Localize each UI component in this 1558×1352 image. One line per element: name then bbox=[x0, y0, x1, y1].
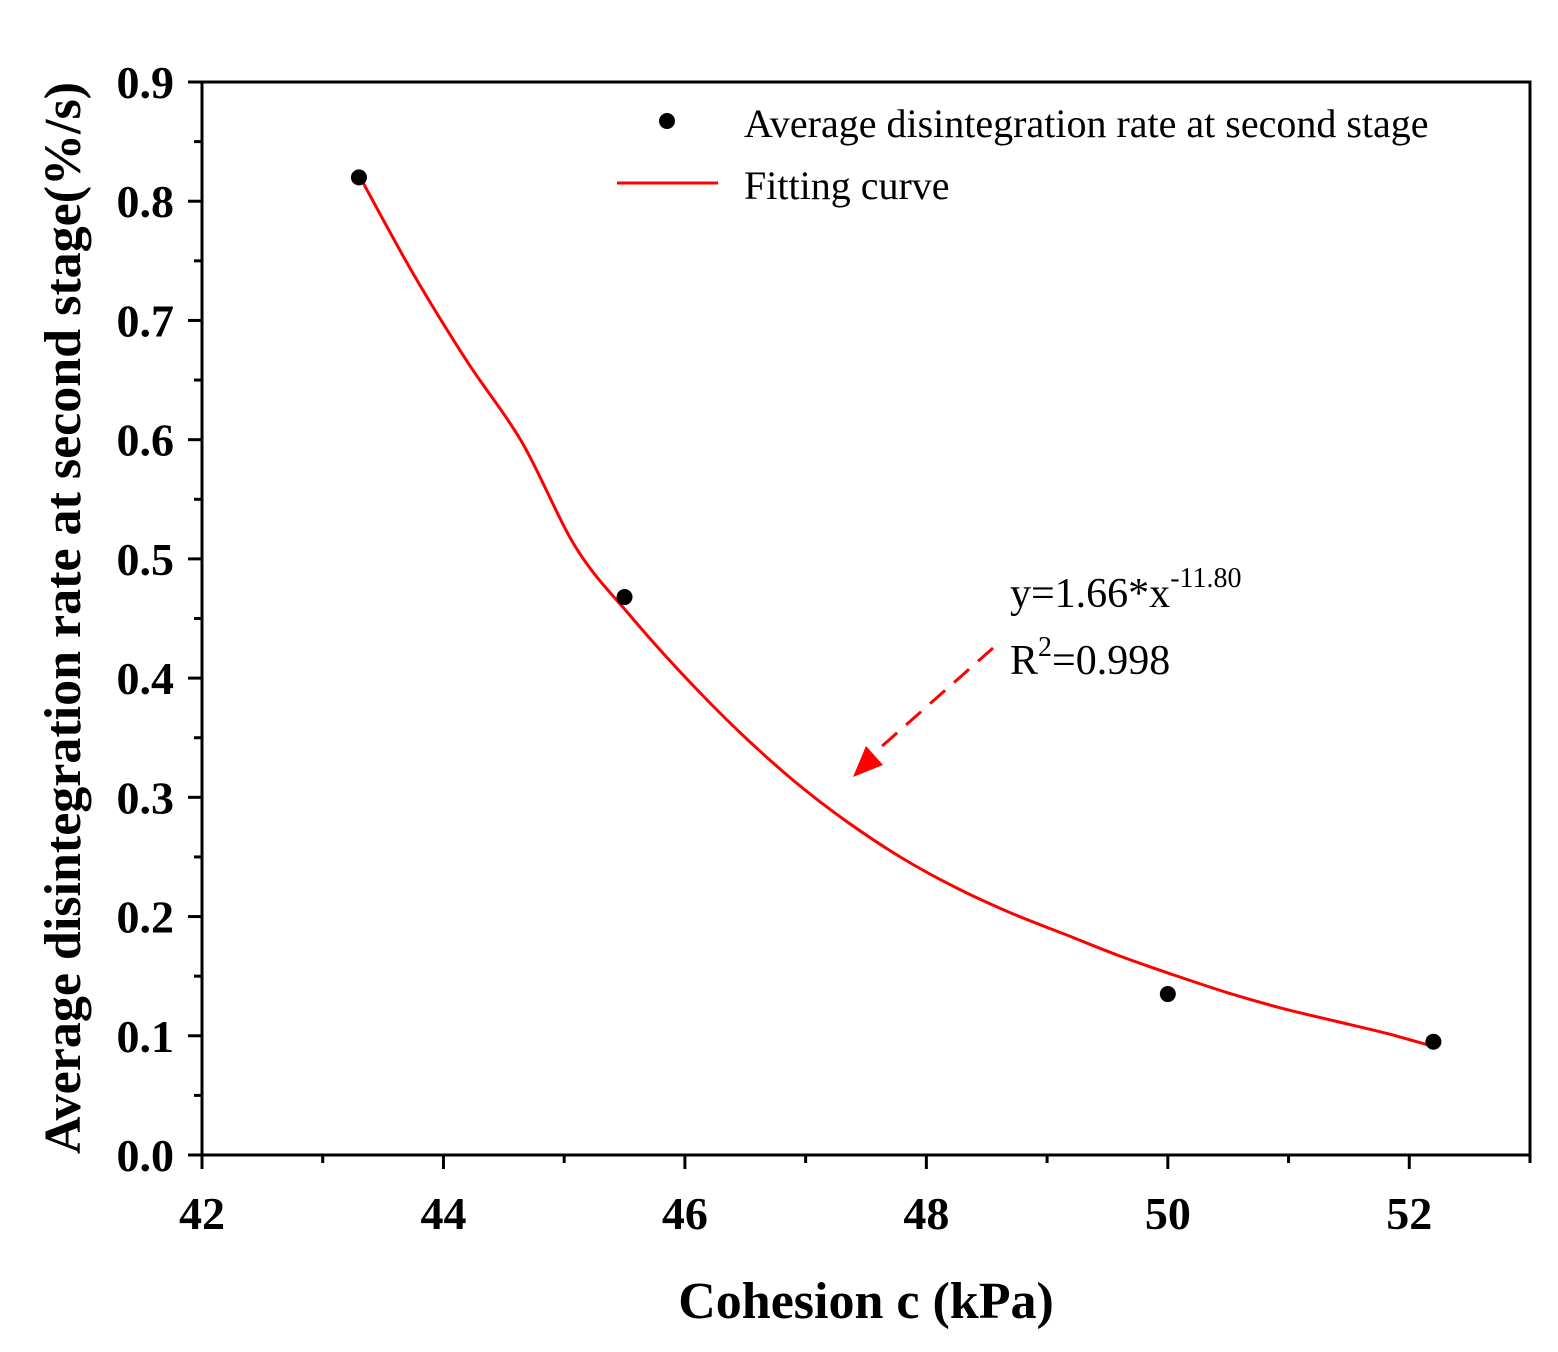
y-tick-label: 0.3 bbox=[117, 772, 175, 823]
x-axis-title: Cohesion c (kPa) bbox=[678, 1273, 1054, 1330]
y-tick-label: 0.6 bbox=[117, 415, 175, 466]
y-tick-label: 0.1 bbox=[117, 1011, 175, 1062]
x-axis: 42 44 46 48 50 52 bbox=[179, 1155, 1532, 1239]
fit-equation: y=1.66*x-11.80 bbox=[1010, 563, 1241, 617]
y-tick-label: 0.0 bbox=[117, 1130, 175, 1181]
data-point bbox=[1159, 986, 1176, 1003]
plot-frame bbox=[200, 80, 1532, 1157]
x-tick-label: 50 bbox=[1145, 1188, 1191, 1239]
x-tick-label: 48 bbox=[903, 1188, 949, 1239]
x-tick-label: 46 bbox=[662, 1188, 708, 1239]
y-tick-label: 0.5 bbox=[117, 534, 175, 585]
y-tick-label: 0.4 bbox=[117, 653, 175, 704]
data-point bbox=[1425, 1033, 1442, 1050]
fit-r-squared: R2=0.998 bbox=[1010, 632, 1170, 684]
y-axis-title: Average disintegration rate at second st… bbox=[35, 82, 92, 1154]
y-tick-label: 0.8 bbox=[117, 176, 175, 227]
data-point bbox=[616, 589, 633, 606]
legend-label-fit: Fitting curve bbox=[744, 163, 950, 208]
y-tick-label: 0.2 bbox=[117, 892, 175, 943]
fitting-curve-layer bbox=[357, 174, 1434, 1048]
y-tick-label: 0.7 bbox=[117, 295, 175, 346]
annotation-arrow-shaft bbox=[871, 646, 994, 757]
fit-annotation: y=1.66*x-11.80 R2=0.998 bbox=[853, 563, 1241, 777]
x-tick-label: 52 bbox=[1386, 1188, 1432, 1239]
legend-marker-scatter bbox=[659, 113, 675, 129]
legend: Average disintegration rate at second st… bbox=[617, 101, 1429, 208]
legend-label-scatter: Average disintegration rate at second st… bbox=[744, 101, 1429, 146]
y-axis: 0.0 0.1 0.2 0.3 0.4 0.5 0.6 0.7 0.8 0.9 bbox=[117, 57, 202, 1181]
annotation-arrow-head bbox=[853, 746, 883, 777]
x-tick-label: 44 bbox=[420, 1188, 466, 1239]
y-tick-label: 0.9 bbox=[117, 57, 175, 108]
fitting-curve-line bbox=[357, 174, 1434, 1048]
data-point bbox=[350, 169, 367, 186]
x-tick-label: 42 bbox=[179, 1188, 225, 1239]
scatter-points-layer bbox=[350, 169, 1442, 1050]
